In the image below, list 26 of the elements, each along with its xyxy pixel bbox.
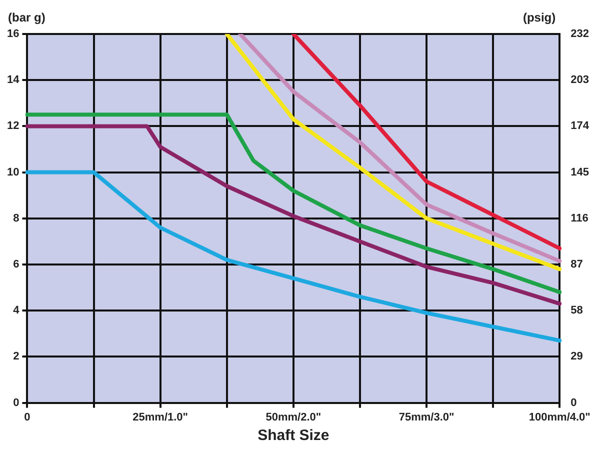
y-tick-label: 4 <box>13 304 20 317</box>
y2-tick-label: 29 <box>570 350 583 363</box>
y2-tick-label: 203 <box>570 74 590 86</box>
y2-tick-label: 58 <box>570 304 583 317</box>
y2-tick-label: 145 <box>570 166 590 178</box>
y2-axis-title: (psig) <box>522 10 556 24</box>
y-tick-label: 10 <box>6 166 20 178</box>
y-tick-label: 12 <box>6 120 20 132</box>
y-tick-label: 2 <box>13 350 20 363</box>
x-tick-label: 25mm/1.0" <box>132 411 188 424</box>
y-tick-label: 16 <box>6 28 20 40</box>
y2-tick-label: 87 <box>570 258 583 271</box>
y2-tick-label: 116 <box>570 212 588 224</box>
y-tick-label: 0 <box>13 396 20 409</box>
y2-tick-label: 0 <box>570 396 577 409</box>
x-axis-title: Shaft Size <box>258 427 330 444</box>
y2-tick-label: 174 <box>570 120 590 132</box>
y-tick-label: 6 <box>13 258 20 271</box>
y-tick-label: 8 <box>13 212 20 224</box>
y-axis-title: (bar g) <box>8 10 46 24</box>
y2-tick-label: 232 <box>570 28 590 40</box>
x-tick-label: 75mm/3.0" <box>398 411 454 424</box>
y-tick-label: 14 <box>6 74 20 86</box>
x-tick-label: 50mm/2.0" <box>266 411 322 424</box>
x-tick-label: 100mm/4.0" <box>528 411 590 424</box>
x-tick-label: 0 <box>24 411 30 424</box>
